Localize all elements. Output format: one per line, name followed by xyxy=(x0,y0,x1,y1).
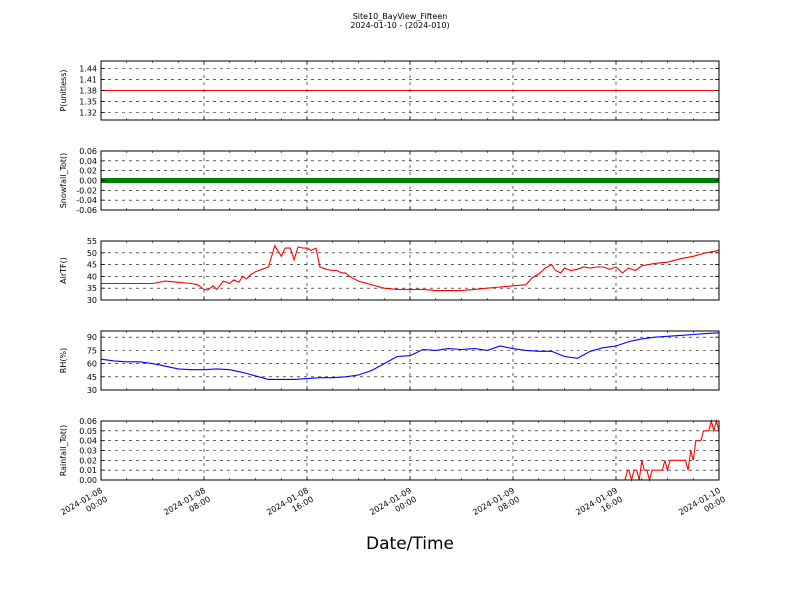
x-tick-label: 2024-01-0808:00 xyxy=(162,486,212,526)
y-axis-label-2: Snowfall_Tot() xyxy=(59,153,68,209)
x-tick-label: 2024-01-0816:00 xyxy=(265,486,315,526)
y-tick-label: 35 xyxy=(87,284,97,293)
series-line xyxy=(101,418,720,483)
y-tick-label: 0.00 xyxy=(79,177,97,186)
y-tick-label: 0.00 xyxy=(79,476,97,485)
y-axis-label-4: RH(%) xyxy=(59,348,68,373)
y-tick-label: 1.41 xyxy=(79,75,97,84)
y-tick-label: 1.44 xyxy=(79,64,97,73)
y-axis-label-5: Rainfall_Tot() xyxy=(59,425,68,477)
y-tick-label: 55 xyxy=(87,237,97,246)
series-line xyxy=(101,244,720,292)
y-tick-label: 1.38 xyxy=(79,87,97,96)
y-tick-label: -0.04 xyxy=(76,196,97,205)
x-tick-label: 2024-01-0916:00 xyxy=(574,486,624,526)
y-tick-label: 0.06 xyxy=(79,147,97,156)
y-tick-label: 0.06 xyxy=(79,417,97,426)
x-tick-label: 2024-01-0908:00 xyxy=(471,486,521,526)
series-line xyxy=(100,332,720,380)
y-tick-label: 40 xyxy=(87,272,97,281)
y-tick-label: 0.04 xyxy=(79,157,97,166)
x-axis-label: Date/Time xyxy=(366,534,454,554)
y-tick-label: 45 xyxy=(87,373,97,382)
y-tick-label: -0.02 xyxy=(76,186,97,195)
y-tick-label: 1.32 xyxy=(79,109,97,118)
x-tick-label: 2024-01-0800:00 xyxy=(59,486,109,526)
y-tick-label: 0.04 xyxy=(79,437,97,446)
y-tick-label: 90 xyxy=(87,333,97,342)
y-axis-label-3: AirTF() xyxy=(59,257,68,284)
y-tick-label: 0.05 xyxy=(79,427,97,436)
y-tick-label: -0.06 xyxy=(76,206,97,215)
y-tick-label: 0.01 xyxy=(79,466,97,475)
x-tick-label: 2024-01-1000:00 xyxy=(677,486,727,526)
y-tick-label: 0.02 xyxy=(79,167,97,176)
y-tick-label: 0.03 xyxy=(79,447,97,456)
y-tick-label: 30 xyxy=(87,296,97,305)
y-tick-label: 50 xyxy=(87,249,97,258)
x-tick-label: 2024-01-0900:00 xyxy=(368,486,418,526)
y-tick-label: 30 xyxy=(87,386,97,395)
y-tick-label: 60 xyxy=(87,360,97,369)
y-tick-label: 45 xyxy=(87,261,97,270)
y-tick-label: 0.02 xyxy=(79,456,97,465)
y-tick-label: 75 xyxy=(87,346,97,355)
chart-title: Site10_BayView_Fifteen xyxy=(352,12,448,21)
y-tick-label: 1.35 xyxy=(79,98,97,107)
y-axis-label-1: P(unitless) xyxy=(59,69,68,111)
chart-subtitle: 2024-01-10 - (2024-010) xyxy=(350,21,450,30)
